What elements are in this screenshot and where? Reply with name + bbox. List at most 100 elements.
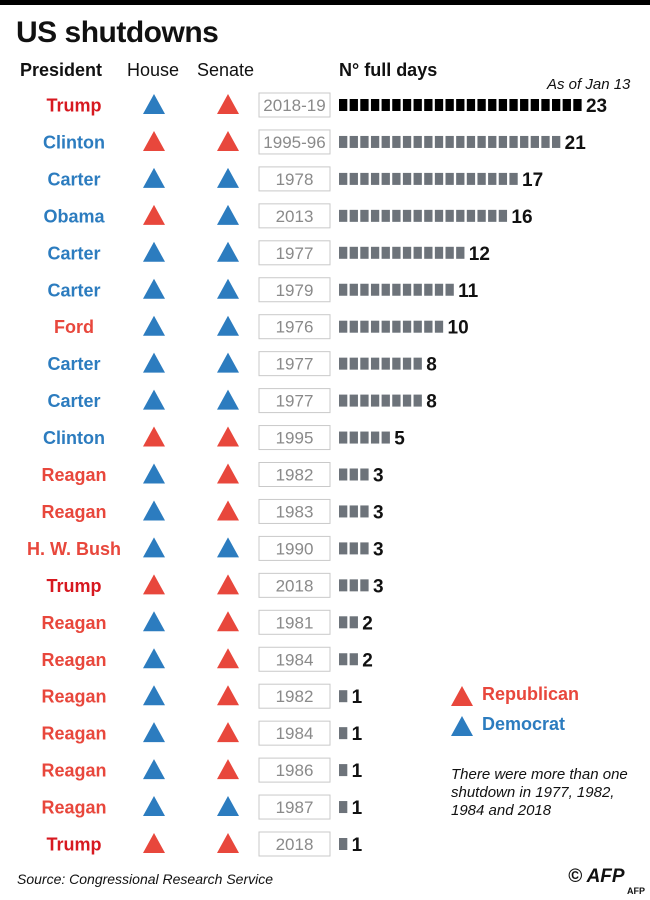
- day-square: [349, 357, 358, 370]
- day-square: [360, 135, 369, 148]
- day-square: [392, 357, 401, 370]
- year-box: [258, 129, 331, 155]
- day-square: [339, 468, 348, 481]
- day-square: [402, 394, 412, 407]
- day-square: [456, 172, 465, 185]
- senate-majority-triangle-icon: [217, 759, 239, 780]
- day-square: [413, 172, 422, 185]
- day-square: [339, 320, 348, 333]
- day-square: [392, 394, 401, 407]
- day-square: [349, 579, 358, 592]
- day-square: [424, 135, 433, 148]
- day-square: [509, 135, 518, 148]
- day-square: [381, 246, 390, 259]
- day-square: [370, 99, 380, 111]
- day-square: [552, 135, 561, 148]
- day-square: [445, 246, 454, 259]
- senate-majority-triangle-icon: [217, 611, 239, 632]
- day-square: [424, 283, 433, 296]
- day-square: [456, 246, 465, 259]
- shutdown-row: Clinton 1995 5: [43, 425, 405, 451]
- day-square: [339, 653, 348, 666]
- year-label: 1986: [276, 761, 314, 780]
- year-box: [258, 203, 331, 229]
- day-square: [392, 320, 401, 333]
- day-square: [402, 209, 412, 222]
- senate-majority-triangle-icon: [217, 500, 239, 521]
- day-square: [360, 246, 369, 259]
- president-name: Carter: [47, 169, 100, 189]
- president-name: Trump: [46, 96, 101, 116]
- day-square: [424, 172, 433, 185]
- year-box: [258, 831, 331, 857]
- days-value-label: 1: [352, 687, 363, 708]
- year-label: 1976: [276, 318, 314, 337]
- day-square: [381, 283, 390, 296]
- shutdown-row: Carter 1979 11: [47, 277, 479, 303]
- year-label: 1983: [276, 502, 314, 521]
- year-box: [258, 425, 331, 451]
- day-square: [349, 468, 358, 481]
- days-value-label: 2: [362, 650, 373, 671]
- day-square: [402, 172, 412, 185]
- year-box: [258, 757, 331, 783]
- house-majority-triangle-icon: [143, 463, 165, 484]
- day-square: [339, 394, 348, 407]
- day-square: [530, 135, 539, 148]
- house-majority-triangle-icon: [143, 315, 165, 336]
- senate-majority-triangle-icon: [217, 648, 239, 669]
- column-header-house: House: [127, 60, 180, 80]
- days-value-label: 5: [394, 429, 405, 450]
- year-label: 2018-19: [263, 96, 325, 115]
- day-square: [413, 394, 422, 407]
- day-square: [477, 209, 486, 222]
- column-header-senate: Senate: [197, 60, 255, 80]
- day-square: [392, 283, 401, 296]
- house-majority-triangle-icon: [143, 759, 165, 780]
- day-square: [360, 320, 369, 333]
- president-name: Obama: [43, 206, 105, 226]
- day-square: [339, 579, 348, 592]
- day-square: [466, 135, 476, 148]
- day-square: [349, 246, 358, 259]
- day-square: [498, 209, 508, 222]
- day-square: [392, 99, 401, 111]
- year-label: 1995: [276, 429, 314, 448]
- year-box: [258, 720, 331, 746]
- day-square: [349, 283, 358, 296]
- day-square: [360, 579, 369, 592]
- day-square: [349, 653, 358, 666]
- day-square: [520, 135, 529, 148]
- day-square: [402, 99, 412, 111]
- shutdown-row: Trump 2018-19 23: [46, 92, 607, 118]
- legend-item-democrat: Democrat: [450, 713, 630, 739]
- days-value-label: 1: [352, 761, 363, 782]
- days-value-label: 16: [511, 207, 532, 228]
- day-square: [413, 209, 422, 222]
- day-square: [349, 99, 358, 111]
- president-name: Reagan: [41, 613, 106, 633]
- day-square: [413, 283, 422, 296]
- house-majority-triangle-icon: [143, 426, 165, 447]
- year-label: 1995-96: [263, 133, 325, 152]
- day-square: [349, 135, 358, 148]
- day-square: [360, 283, 369, 296]
- day-square: [424, 320, 433, 333]
- president-name: Trump: [46, 576, 101, 596]
- president-name: Carter: [47, 280, 100, 300]
- day-square: [370, 246, 380, 259]
- day-square: [434, 135, 444, 148]
- house-majority-triangle-icon: [143, 204, 165, 225]
- as-of-note: As of Jan 13: [547, 76, 631, 93]
- day-square: [466, 172, 476, 185]
- day-square: [339, 209, 348, 222]
- day-square: [477, 172, 486, 185]
- day-square: [339, 764, 348, 777]
- house-majority-triangle-icon: [143, 389, 165, 410]
- day-square: [360, 542, 369, 555]
- house-majority-triangle-icon: [143, 611, 165, 632]
- day-square: [445, 283, 454, 296]
- day-square: [456, 99, 465, 111]
- day-square: [370, 209, 380, 222]
